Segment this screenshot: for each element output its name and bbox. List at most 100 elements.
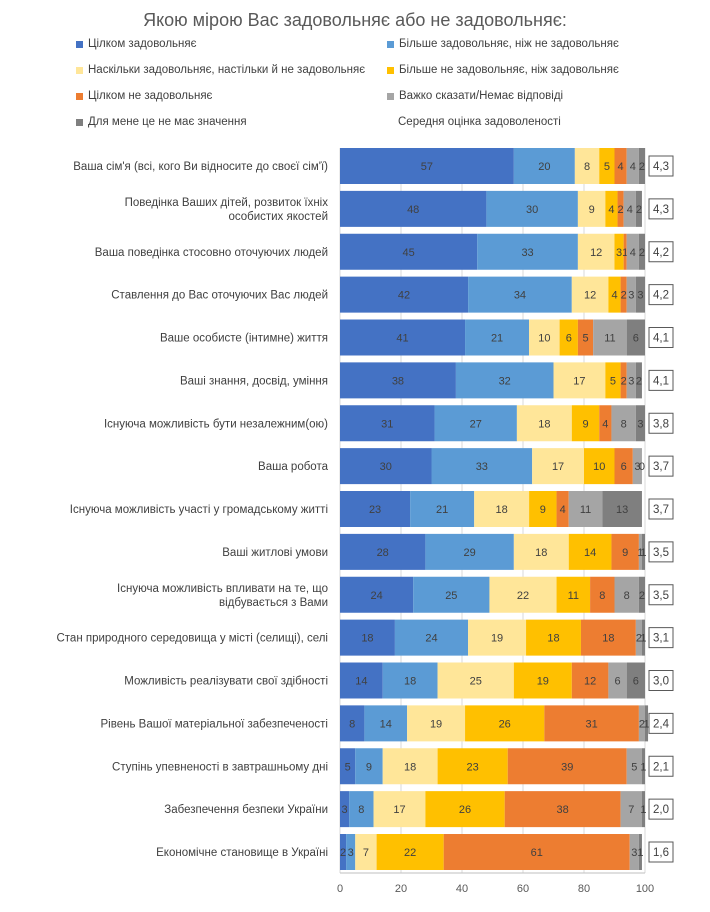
bar-segment <box>568 491 603 527</box>
data-label: 25 <box>470 676 482 688</box>
data-label: 18 <box>538 418 550 430</box>
average-value: 3,5 <box>653 590 669 602</box>
bar-segment <box>340 405 435 442</box>
bar-segment <box>340 748 356 785</box>
bar-segment <box>638 834 642 870</box>
average-box <box>648 327 674 348</box>
bar-segment <box>593 319 627 356</box>
bar-segment <box>486 190 578 227</box>
bar-segment <box>477 233 578 270</box>
bar-segment <box>340 705 365 742</box>
bar-segment <box>626 319 645 356</box>
data-label: 32 <box>499 375 511 387</box>
bar-segment <box>489 576 557 613</box>
bar-segment <box>632 448 642 485</box>
data-label: 2 <box>639 247 645 259</box>
legend-swatch <box>387 40 394 48</box>
bar-segment <box>340 190 487 227</box>
legend-item: Більше задовольняє, ніж не задовольняє <box>387 38 619 50</box>
bar-segment <box>638 705 645 742</box>
category-label: Існуюча можливість бути незалежним(ою) <box>104 418 328 430</box>
data-label: 2 <box>618 204 624 216</box>
bar-segment <box>623 190 636 227</box>
average-value: 1,6 <box>653 847 669 859</box>
data-label: 8 <box>584 161 590 173</box>
data-label: 19 <box>430 718 442 730</box>
bar-segment <box>617 190 624 227</box>
data-label: 1 <box>640 761 646 773</box>
data-label: 26 <box>499 718 511 730</box>
data-label: 26 <box>459 804 471 816</box>
data-label: 39 <box>561 761 573 773</box>
data-label: 8 <box>599 590 605 602</box>
data-label: 10 <box>593 461 605 473</box>
bar-segment <box>605 362 621 399</box>
bar-segment <box>346 834 356 870</box>
data-label: 30 <box>526 204 538 216</box>
data-label: 14 <box>584 547 596 559</box>
data-label: 9 <box>589 204 595 216</box>
average-box <box>648 584 674 606</box>
bar-segment <box>577 233 615 270</box>
average-box <box>648 412 674 434</box>
bar-segment <box>584 448 615 485</box>
bar-segment <box>340 233 478 270</box>
bar-segment <box>529 491 557 527</box>
data-label: 10 <box>538 333 550 345</box>
bar-segment <box>413 576 490 613</box>
data-label: 4 <box>611 290 617 302</box>
average-value: 4,1 <box>653 333 669 345</box>
average-value: 3,7 <box>653 504 669 516</box>
data-label: 2 <box>639 161 645 173</box>
bar-segment <box>425 791 505 828</box>
bar-segment <box>529 319 560 356</box>
data-label: 3 <box>628 290 634 302</box>
data-label: 61 <box>531 847 543 859</box>
legend-item: Цілком не задовольняє <box>76 90 212 102</box>
bar-segment <box>532 448 584 485</box>
bar-segment <box>577 319 594 356</box>
bar-segment <box>340 319 466 356</box>
x-tick-label: 80 <box>578 883 590 895</box>
bar-segment <box>635 362 642 399</box>
bar-segment <box>608 276 621 313</box>
legend-label: Цілком задовольняє <box>88 38 197 50</box>
bar-segment <box>340 276 469 313</box>
data-label: 29 <box>464 547 476 559</box>
bar-segment <box>340 533 426 570</box>
category-label: Забезпечення безпеки України <box>164 804 328 816</box>
bar-segment <box>626 276 636 313</box>
average-value: 3,5 <box>653 547 669 559</box>
data-label: 23 <box>369 504 381 516</box>
data-label: 4 <box>630 161 636 173</box>
data-label: 5 <box>610 375 616 387</box>
data-label: 6 <box>633 676 639 688</box>
bar-segment <box>626 148 639 184</box>
legend-item: Наскільки задовольняє, настільки й не за… <box>76 64 365 76</box>
legend-label: Більше не задовольняє, ніж задовольняє <box>399 64 619 76</box>
data-label: 22 <box>404 847 416 859</box>
category-label: Поведінка Ваших дітей, розвиток їхніх <box>125 197 329 209</box>
data-label: 12 <box>584 290 596 302</box>
data-label: 3 <box>342 804 348 816</box>
data-label: 18 <box>404 676 416 688</box>
bar-segment <box>626 748 642 785</box>
category-label: Ступінь упевненості в завтрашньому дні <box>112 761 328 773</box>
bar-segment <box>638 533 642 570</box>
data-label: 2 <box>636 204 642 216</box>
data-label: 19 <box>537 676 549 688</box>
average-value: 4,2 <box>653 247 669 259</box>
bar-segment <box>513 662 572 699</box>
bar-segment <box>340 362 456 399</box>
average-value: 4,3 <box>653 161 669 173</box>
legend-average-label: Середня оцінка задоволеності <box>398 116 561 128</box>
data-label: 11 <box>568 590 579 602</box>
bar-segment <box>580 619 636 656</box>
legend-swatch <box>76 118 83 126</box>
legend-label: Наскільки задовольняє, настільки й не за… <box>88 64 366 76</box>
bar-segment <box>611 405 636 442</box>
x-tick-label: 100 <box>636 883 654 895</box>
data-label: 18 <box>602 633 614 645</box>
bar-segment <box>574 148 600 184</box>
data-label: 9 <box>582 418 588 430</box>
